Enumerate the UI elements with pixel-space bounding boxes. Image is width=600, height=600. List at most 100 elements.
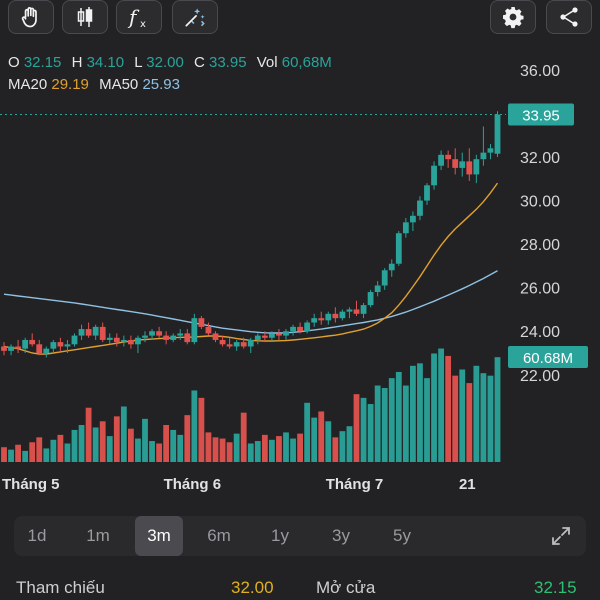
share-button[interactable]	[546, 0, 592, 34]
x-axis-label: Tháng 6	[164, 476, 222, 493]
candle-body	[184, 333, 191, 343]
candle-body	[36, 344, 43, 354]
volume-bar	[494, 357, 501, 462]
candle-body	[283, 331, 289, 336]
volume-bar	[22, 450, 29, 462]
chart-type-button[interactable]	[62, 0, 108, 34]
x-axis-label: Tháng 7	[326, 476, 384, 493]
period-1m-button[interactable]: 1m	[86, 526, 110, 545]
candle-body	[226, 344, 233, 347]
candle-body	[410, 215, 416, 223]
candle-body	[156, 331, 162, 336]
candle-body	[402, 222, 409, 234]
candle-body	[304, 322, 311, 332]
volume-badge	[508, 346, 588, 368]
candle-body	[57, 342, 64, 347]
candle-body	[290, 326, 296, 332]
y-axis-tick-label: 22.00	[520, 368, 560, 385]
x-axis-label: 21	[459, 476, 476, 493]
hand-tool-button[interactable]	[8, 0, 54, 34]
candle-body	[233, 342, 240, 347]
settings-button[interactable]	[490, 0, 536, 34]
candlestick-icon	[77, 7, 93, 27]
candle-body	[276, 333, 282, 336]
volume-bar	[177, 434, 184, 462]
ohlc-readout: O 32.15 H 34.10 L 32.00 C 33.95 Vol 60,6…	[8, 54, 338, 71]
ma20-line	[3, 182, 499, 355]
candle-body	[431, 165, 437, 186]
candle-body	[212, 333, 219, 340]
candle-body	[424, 185, 430, 201]
volume-bar	[156, 443, 162, 462]
volume-bar	[276, 436, 282, 462]
price-badge-label: 33.95	[522, 108, 560, 125]
volume-bar	[240, 412, 247, 462]
candle-body	[64, 344, 71, 347]
volume-bar	[113, 416, 120, 462]
close-value: 33.95	[209, 54, 247, 71]
period-3y-button[interactable]: 3y	[332, 526, 350, 545]
drawing-tools-button[interactable]	[172, 0, 218, 34]
period-5y-button[interactable]: 5y	[393, 526, 411, 545]
candle-body	[388, 263, 395, 271]
candle-body	[78, 329, 85, 336]
volume-bar	[254, 441, 261, 462]
volume-bar	[459, 369, 466, 462]
volume-bar	[170, 429, 177, 462]
period-6m-button[interactable]: 6m	[207, 526, 231, 545]
hand-icon	[21, 7, 37, 28]
candle-body	[142, 335, 148, 338]
volume-bar	[466, 383, 473, 462]
volume-bar	[452, 375, 459, 462]
candle-body	[99, 326, 106, 340]
ma50-line	[3, 270, 498, 334]
volume-bar	[85, 407, 92, 462]
volume-bar	[473, 365, 480, 462]
period-1d-button[interactable]: 1d	[27, 526, 47, 545]
volume-bar	[311, 417, 318, 462]
volume-bar	[346, 426, 353, 462]
low-label: L	[134, 54, 143, 71]
volume-bar	[135, 438, 141, 462]
y-axis-tick-label: 36.00	[520, 63, 560, 80]
candle-body	[71, 335, 78, 345]
candle-body	[113, 337, 120, 343]
svg-text:x: x	[140, 19, 146, 30]
candle-body	[480, 152, 487, 160]
volume-value: 60,68M	[281, 54, 332, 71]
volume-bar	[410, 365, 416, 462]
volume-bar	[381, 388, 388, 462]
candle-body	[269, 333, 275, 338]
candle-body	[205, 326, 212, 334]
candle-body	[494, 114, 501, 154]
candle-body	[8, 346, 14, 351]
volume-bar	[43, 448, 50, 462]
volume-bar	[99, 421, 106, 462]
magic-draw-icon	[185, 8, 205, 27]
volume-bar	[247, 443, 254, 462]
low-value: 32.00	[146, 54, 184, 71]
volume-bar	[487, 375, 494, 462]
candle-body	[85, 329, 92, 336]
period-3m-button[interactable]: 3m	[135, 516, 183, 556]
volume-bar	[424, 378, 430, 462]
candle-body	[135, 337, 141, 345]
price-badge	[508, 103, 574, 126]
indicator-button[interactable]: f x	[116, 0, 162, 34]
candle-body	[163, 335, 170, 340]
period-1y-button[interactable]: 1y	[271, 526, 289, 545]
price-chart[interactable]: 36.00 32.00 30.00 28.00 26.00 24.00 22.00 33.95…	[0, 40, 600, 500]
expand-icon[interactable]	[550, 525, 572, 547]
volume-bar	[128, 428, 134, 462]
volume-bar	[106, 436, 113, 462]
candle-body	[43, 348, 50, 354]
volume-bar	[395, 371, 402, 462]
candle-body	[106, 337, 113, 340]
candle-body	[1, 346, 7, 351]
open-label: O	[8, 54, 20, 71]
volume-bar	[1, 447, 7, 462]
candle-body	[15, 346, 21, 349]
volume-bar	[339, 431, 346, 462]
volume-bar	[325, 421, 332, 462]
y-axis-tick-label: 32.00	[520, 150, 560, 167]
